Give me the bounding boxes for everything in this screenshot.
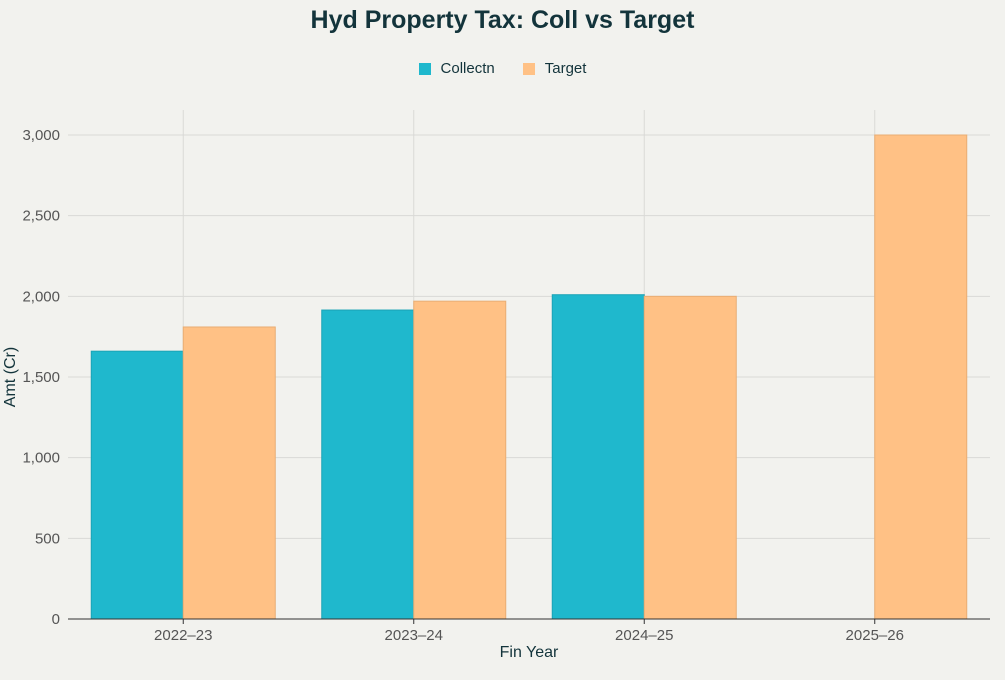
x-axis-title: Fin Year [500,644,559,661]
bar-target-2[interactable] [643,295,737,620]
y-tick-label: 1,000 [22,450,60,467]
y-tick-label: 2,000 [22,288,60,305]
chart-title: Hyd Property Tax: Coll vs Target [310,6,695,34]
y-tick-label: 500 [35,530,60,547]
y-tick-label: 0 [52,611,60,628]
legend-swatch-target [522,62,535,75]
legend-swatch-collectn [418,62,431,75]
legend-item-target[interactable]: Target [522,60,587,77]
bar-collectn-2[interactable] [551,294,645,620]
x-tick-label: 2023–24 [385,627,443,644]
bar-target-1[interactable] [413,300,507,620]
x-tick-label: 2024–25 [615,627,673,644]
bar-target-0[interactable] [182,326,276,620]
x-tick-label: 2022–23 [154,627,212,644]
legend: Collectn Target [0,60,1005,77]
legend-label-target: Target [544,60,587,77]
bar-collectn-0[interactable] [90,350,184,620]
y-tick-label: 3,000 [22,127,60,144]
y-tick-label: 1,500 [22,369,60,386]
bar-target-3[interactable] [874,134,968,620]
x-tick-label: 2025–26 [846,627,904,644]
y-tick-label: 2,500 [22,208,60,225]
legend-label-collectn: Collectn [440,60,495,77]
bar-collectn-1[interactable] [321,309,415,620]
y-axis-title: Amt (Cr) [2,347,19,407]
legend-item-collectn[interactable]: Collectn [418,60,495,77]
